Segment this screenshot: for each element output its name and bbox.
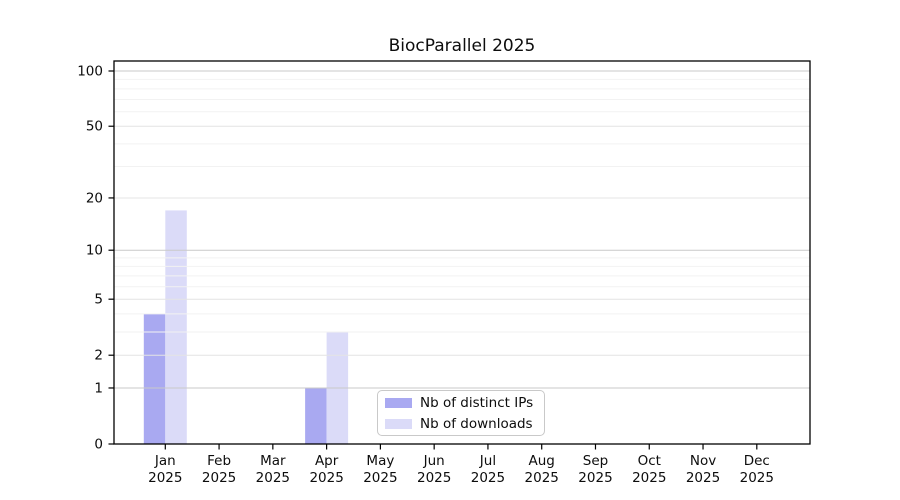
x-tick-label-month-dec: Dec	[744, 453, 770, 469]
y-tick-label-2: 2	[94, 348, 103, 364]
plot-border	[113, 60, 811, 445]
x-tick-label-month-jun: Jun	[423, 453, 445, 469]
x-tick-label-month-nov: Nov	[690, 453, 716, 469]
chart-title: BiocParallel 2025	[388, 36, 536, 56]
x-tick-label-month-mar: Mar	[260, 453, 286, 469]
bar-downloads-jan	[165, 210, 187, 444]
x-tick-label-year-jun: 2025	[417, 470, 451, 486]
x-tick-label-month-sep: Sep	[583, 453, 608, 469]
x-tick-label-month-oct: Oct	[638, 453, 661, 469]
x-tick-label-month-apr: Apr	[315, 453, 339, 469]
y-tick-label-50: 50	[86, 119, 103, 135]
legend-swatch-distinct-ips	[385, 397, 412, 408]
legend-swatch-downloads	[385, 418, 412, 429]
x-tick-label-year-mar: 2025	[256, 470, 290, 486]
x-tick-label-year-oct: 2025	[632, 470, 666, 486]
legend-label-downloads: Nb of downloads	[420, 415, 533, 432]
x-tick-label-year-nov: 2025	[686, 470, 720, 486]
bar-distinct-ips-jan	[143, 313, 166, 444]
y-tick-label-10: 10	[86, 243, 103, 259]
x-tick-label-year-feb: 2025	[202, 470, 236, 486]
x-tick-label-month-jul: Jul	[479, 453, 496, 469]
x-tick-label-year-aug: 2025	[525, 470, 559, 486]
x-tick-label-year-may: 2025	[363, 470, 397, 486]
legend: Nb of distinct IPs Nb of downloads	[377, 390, 545, 436]
x-tick-label-year-jul: 2025	[471, 470, 505, 486]
y-tick-label-0: 0	[94, 437, 103, 453]
y-tick-label-1: 1	[94, 380, 103, 396]
x-tick-label-year-jan: 2025	[148, 470, 182, 486]
legend-label-distinct-ips: Nb of distinct IPs	[420, 394, 534, 411]
x-tick-label-year-dec: 2025	[740, 470, 774, 486]
x-tick-label-year-sep: 2025	[578, 470, 612, 486]
x-tick-label-month-feb: Feb	[207, 453, 231, 469]
legend-entry-downloads: Nb of downloads	[385, 415, 544, 433]
legend-entry-distinct-ips: Nb of distinct IPs	[385, 394, 544, 412]
y-tick-label-100: 100	[77, 64, 103, 80]
y-tick-label-5: 5	[94, 292, 103, 308]
bar-distinct-ips-apr	[305, 387, 327, 444]
y-tick-label-20: 20	[86, 190, 103, 206]
x-tick-label-month-may: May	[366, 453, 394, 469]
x-tick-label-month-aug: Aug	[529, 453, 555, 469]
x-tick-label-year-apr: 2025	[309, 470, 343, 486]
x-tick-label-month-jan: Jan	[154, 453, 176, 469]
